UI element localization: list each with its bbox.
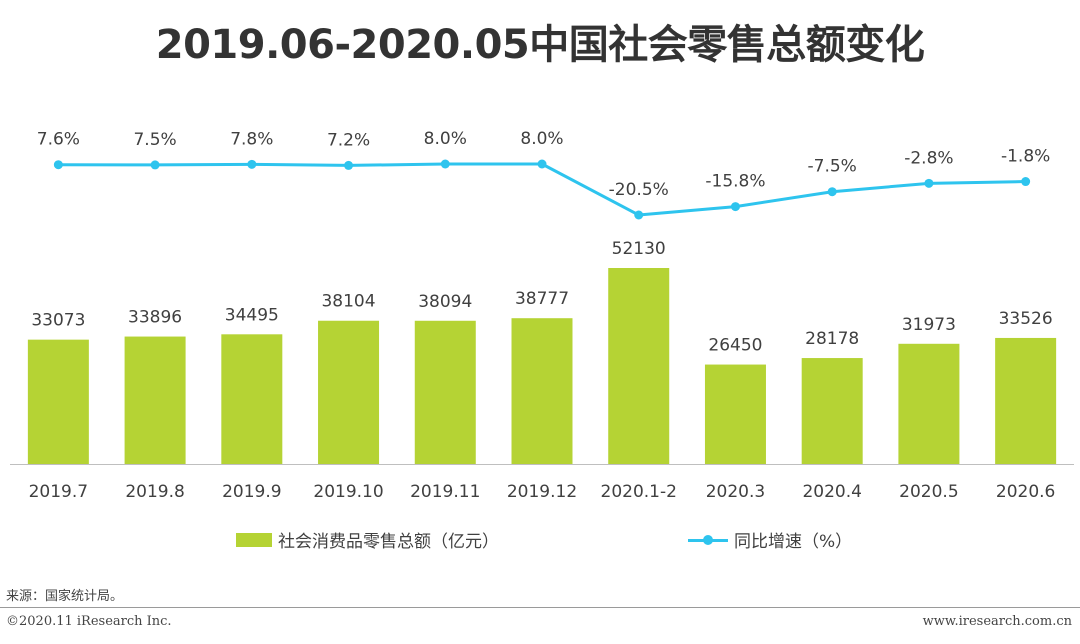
line-value-label: 7.2% — [327, 130, 370, 150]
x-tick-label: 2020.5 — [899, 482, 958, 502]
line-point-2020.5 — [924, 178, 934, 188]
line-value-label: -7.5% — [808, 157, 857, 177]
bar-2020.3 — [704, 364, 766, 464]
line-point-2019.11 — [440, 159, 450, 169]
chart-title: 2019.06-2020.05中国社会零售总额变化 — [155, 22, 925, 68]
bar-2020.4 — [801, 358, 863, 464]
bar-2019.12 — [511, 318, 573, 464]
bar-value-label: 26450 — [708, 336, 762, 356]
x-tick-label: 2019.8 — [125, 482, 184, 502]
legend-bar-label: 社会消费品零售总额（亿元） — [278, 532, 499, 552]
chart: 33073 33896 34495 38104 38094 38777 52130 26450… — [10, 129, 1074, 502]
line-point-2020.1-2 — [634, 210, 644, 220]
line-point-2019.7 — [53, 160, 63, 170]
bar-value-label: 33073 — [31, 311, 85, 331]
bar-value-label: 33896 — [128, 308, 182, 328]
legend-item-bar: 社会消费品零售总额（亿元） — [236, 527, 499, 552]
line-point-2020.3 — [730, 202, 740, 212]
x-tick-label: 2019.10 — [313, 482, 383, 502]
growth-line — [58, 162, 1026, 217]
copyright-text: ©2020.11 iResearch Inc. — [6, 614, 172, 629]
bar-value-label: 38104 — [321, 292, 375, 312]
legend-line-label: 同比增速（%） — [734, 532, 853, 552]
bar-2020.1-2 — [608, 268, 670, 464]
x-tick-label: 2020.4 — [802, 482, 861, 502]
bar-2019.10 — [318, 320, 380, 464]
line-point-2019.8 — [150, 160, 160, 170]
line-value-label: 7.8% — [230, 129, 273, 149]
legend: 社会消费品零售总额（亿元） 同比增速（%） — [0, 527, 1080, 557]
line-point-2019.12 — [537, 159, 547, 169]
bar-value-label: 52130 — [612, 239, 666, 259]
line-point-2019.10 — [344, 160, 354, 170]
x-tick-label: 2020.3 — [706, 482, 765, 502]
bar-value-label: 33526 — [999, 309, 1053, 329]
line-value-label: 7.6% — [37, 130, 80, 150]
bar-2020.5 — [898, 343, 960, 464]
line-point-2020.4 — [827, 187, 837, 197]
source-note: 来源：国家统计局。 — [6, 589, 124, 604]
footer-divider — [0, 607, 1080, 608]
legend-bar-swatch — [236, 532, 272, 547]
bar-value-label: 34495 — [225, 305, 279, 325]
legend-line-swatch — [688, 533, 728, 547]
x-tick-label: 2019.7 — [29, 482, 88, 502]
website-text: www.iresearch.com.cn — [922, 614, 1072, 629]
x-tick-label: 2020.1-2 — [601, 482, 677, 502]
bar-value-label: 28178 — [805, 329, 859, 349]
bar-2019.9 — [221, 334, 283, 464]
bar-2019.8 — [124, 336, 186, 464]
line-value-label: -15.8% — [705, 172, 765, 192]
line-value-label: 7.5% — [133, 130, 176, 150]
line-value-label: -2.8% — [904, 148, 953, 168]
bar-value-label: 31973 — [902, 315, 956, 335]
bar-value-label: 38094 — [418, 292, 472, 312]
x-tick-label: 2019.9 — [222, 482, 281, 502]
x-tick-label: 2020.6 — [996, 482, 1055, 502]
line-value-label: -20.5% — [609, 180, 669, 200]
line-point-2020.6 — [1021, 177, 1031, 187]
legend-item-line: 同比增速（%） — [688, 527, 852, 552]
line-value-label: 8.0% — [520, 129, 563, 149]
line-point-2019.9 — [247, 159, 257, 169]
bar-2019.7 — [27, 339, 89, 464]
bar-value-label: 38777 — [515, 289, 569, 309]
line-value-label: 8.0% — [424, 129, 467, 149]
x-tick-label: 2019.11 — [410, 482, 480, 502]
bar-2019.11 — [414, 320, 476, 464]
bar-2020.6 — [995, 337, 1057, 464]
x-tick-label: 2019.12 — [507, 482, 577, 502]
line-value-label: -1.8% — [1001, 147, 1050, 167]
